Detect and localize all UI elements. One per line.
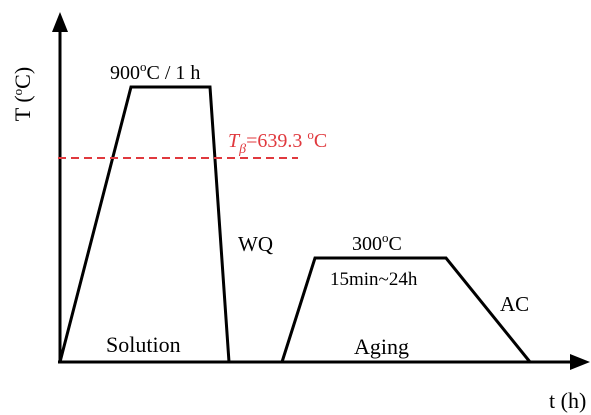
y-axis-label-degree: o — [10, 89, 25, 96]
beta-transus-degree: o — [307, 127, 314, 142]
solution-temp-degree: o — [140, 59, 147, 74]
aging-temp-unit: C — [389, 233, 402, 255]
beta-transus-subscript: β — [238, 142, 246, 157]
aging-stage-label: Aging — [354, 334, 409, 359]
y-axis-label: T (oC) — [10, 67, 35, 121]
y-axis-label-unit: C) — [10, 67, 35, 89]
x-axis-arrowhead — [570, 354, 590, 370]
beta-transus-unit: C — [314, 130, 327, 152]
solution-profile — [58, 85, 231, 363]
aging-time-label: 15min~24h — [330, 269, 418, 290]
aging-temperature-label: 300oC — [352, 230, 402, 255]
solution-temperature-label: 900oC / 1 h — [110, 59, 200, 84]
aging-temp-value: 300 — [352, 233, 382, 255]
beta-transus-symbol: T — [228, 130, 241, 152]
water-quench-label: WQ — [238, 232, 273, 256]
aging-profile — [280, 256, 532, 363]
solution-stage-label: Solution — [106, 332, 181, 357]
solution-temp-value: 900 — [110, 62, 140, 84]
aging-temp-degree: o — [382, 230, 389, 245]
y-axis-arrowhead — [52, 12, 68, 32]
axes — [52, 12, 590, 370]
beta-transus-value: =639.3 — [246, 130, 307, 152]
solution-temp-rest: C / 1 h — [147, 62, 201, 84]
beta-transus-label: Tβ=639.3 oC — [228, 127, 327, 157]
x-axis-label: t (h) — [549, 388, 586, 413]
air-cooling-label: AC — [500, 292, 529, 316]
y-axis-label-text: T ( — [10, 95, 35, 121]
